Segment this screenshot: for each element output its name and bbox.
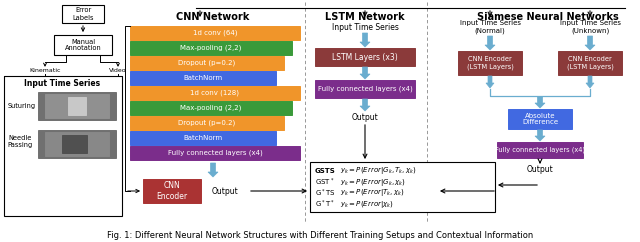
Bar (130, 86, 300, 100)
Bar (558, 51, 622, 75)
Polygon shape (360, 33, 370, 47)
Text: BatchNorm: BatchNorm (184, 75, 223, 81)
Text: $y_k = P(Error|T_k, \chi_k)$: $y_k = P(Error|T_k, \chi_k)$ (340, 188, 405, 198)
Text: G$^*$T$^*$: G$^*$T$^*$ (315, 198, 335, 210)
Text: BatchNorm: BatchNorm (184, 135, 223, 141)
Text: Output: Output (527, 165, 554, 174)
Text: Dropout (p=0.2): Dropout (p=0.2) (179, 120, 236, 126)
Bar (38, 130, 116, 158)
Text: Kinematic: Kinematic (29, 68, 61, 73)
Text: Suturing: Suturing (8, 103, 36, 109)
Text: $y_k = P(Error|\chi_k)$: $y_k = P(Error|\chi_k)$ (340, 198, 394, 210)
Bar (458, 51, 522, 75)
Text: CNN
Encoder: CNN Encoder (156, 181, 188, 201)
Text: Input Time Series
(Unknown): Input Time Series (Unknown) (559, 20, 621, 34)
Bar (130, 71, 276, 85)
Polygon shape (586, 76, 594, 88)
Polygon shape (535, 130, 545, 141)
Bar (130, 101, 292, 115)
Bar (310, 162, 495, 212)
Polygon shape (585, 36, 595, 50)
Bar (4, 76, 122, 216)
Text: GST$^*$: GST$^*$ (315, 176, 335, 188)
Bar (68, 97, 86, 115)
Text: Video: Video (109, 68, 127, 73)
Bar (45, 94, 109, 118)
Bar (130, 26, 300, 40)
Bar (130, 116, 284, 130)
Text: Input Time Series
(Normal): Input Time Series (Normal) (460, 20, 520, 34)
Text: Absolute
Difference: Absolute Difference (522, 113, 558, 126)
Bar (130, 131, 276, 145)
Text: Output: Output (212, 187, 238, 196)
Bar (508, 109, 572, 129)
Text: Fig. 1: Different Neural Network Structures with Different Training Setups and C: Fig. 1: Different Neural Network Structu… (107, 232, 533, 241)
Text: CNN Encoder
(LSTM Layers): CNN Encoder (LSTM Layers) (566, 56, 613, 70)
Bar (62, 5, 104, 23)
Text: 1d conv (128): 1d conv (128) (191, 90, 239, 96)
Text: Input Time Series: Input Time Series (24, 80, 100, 89)
Bar (45, 132, 109, 156)
Bar (497, 142, 583, 158)
Text: LSTM Layers (x3): LSTM Layers (x3) (332, 53, 398, 61)
Text: 1d conv (64): 1d conv (64) (193, 30, 237, 36)
Text: Max-pooling (2,2): Max-pooling (2,2) (180, 105, 242, 111)
Text: CNN Network: CNN Network (176, 12, 250, 22)
Text: $y_k = P(Error|G_k, \chi_k)$: $y_k = P(Error|G_k, \chi_k)$ (340, 176, 406, 188)
Polygon shape (535, 97, 545, 108)
Text: Output: Output (351, 113, 378, 121)
Polygon shape (208, 163, 218, 177)
Text: Siamese Neural Networks: Siamese Neural Networks (477, 12, 619, 22)
Text: $y_k = P(Error|G_k, T_k, \chi_k)$: $y_k = P(Error|G_k, T_k, \chi_k)$ (340, 166, 417, 176)
Bar (130, 146, 300, 160)
Text: Needle
Passing: Needle Passing (8, 136, 33, 149)
Text: G$^*$TS: G$^*$TS (315, 187, 335, 199)
Text: Input Time Series: Input Time Series (332, 23, 399, 32)
Bar (130, 41, 292, 55)
Text: Error
Labels: Error Labels (72, 8, 93, 21)
Text: LSTM Network: LSTM Network (325, 12, 405, 22)
Polygon shape (486, 76, 494, 88)
Text: Dropout (p=0.2): Dropout (p=0.2) (179, 60, 236, 66)
Polygon shape (360, 99, 370, 111)
Bar (62, 135, 87, 153)
Bar (54, 35, 112, 55)
Bar (315, 80, 415, 98)
Polygon shape (485, 36, 495, 50)
Bar (38, 92, 116, 120)
Polygon shape (360, 67, 370, 79)
Bar (130, 56, 284, 70)
Text: Max-pooling (2,2): Max-pooling (2,2) (180, 45, 242, 51)
Text: Fully connected layers (x4): Fully connected layers (x4) (317, 86, 412, 92)
Text: Fully connected layers (x4): Fully connected layers (x4) (168, 150, 262, 156)
Text: Manual
Annotation: Manual Annotation (65, 38, 101, 52)
Bar (143, 179, 201, 203)
Text: GSTS: GSTS (315, 168, 336, 174)
Text: Fully connected layers (x4): Fully connected layers (x4) (495, 147, 585, 153)
Text: CNN Encoder
(LSTM Layers): CNN Encoder (LSTM Layers) (467, 56, 513, 70)
Bar (315, 48, 415, 66)
